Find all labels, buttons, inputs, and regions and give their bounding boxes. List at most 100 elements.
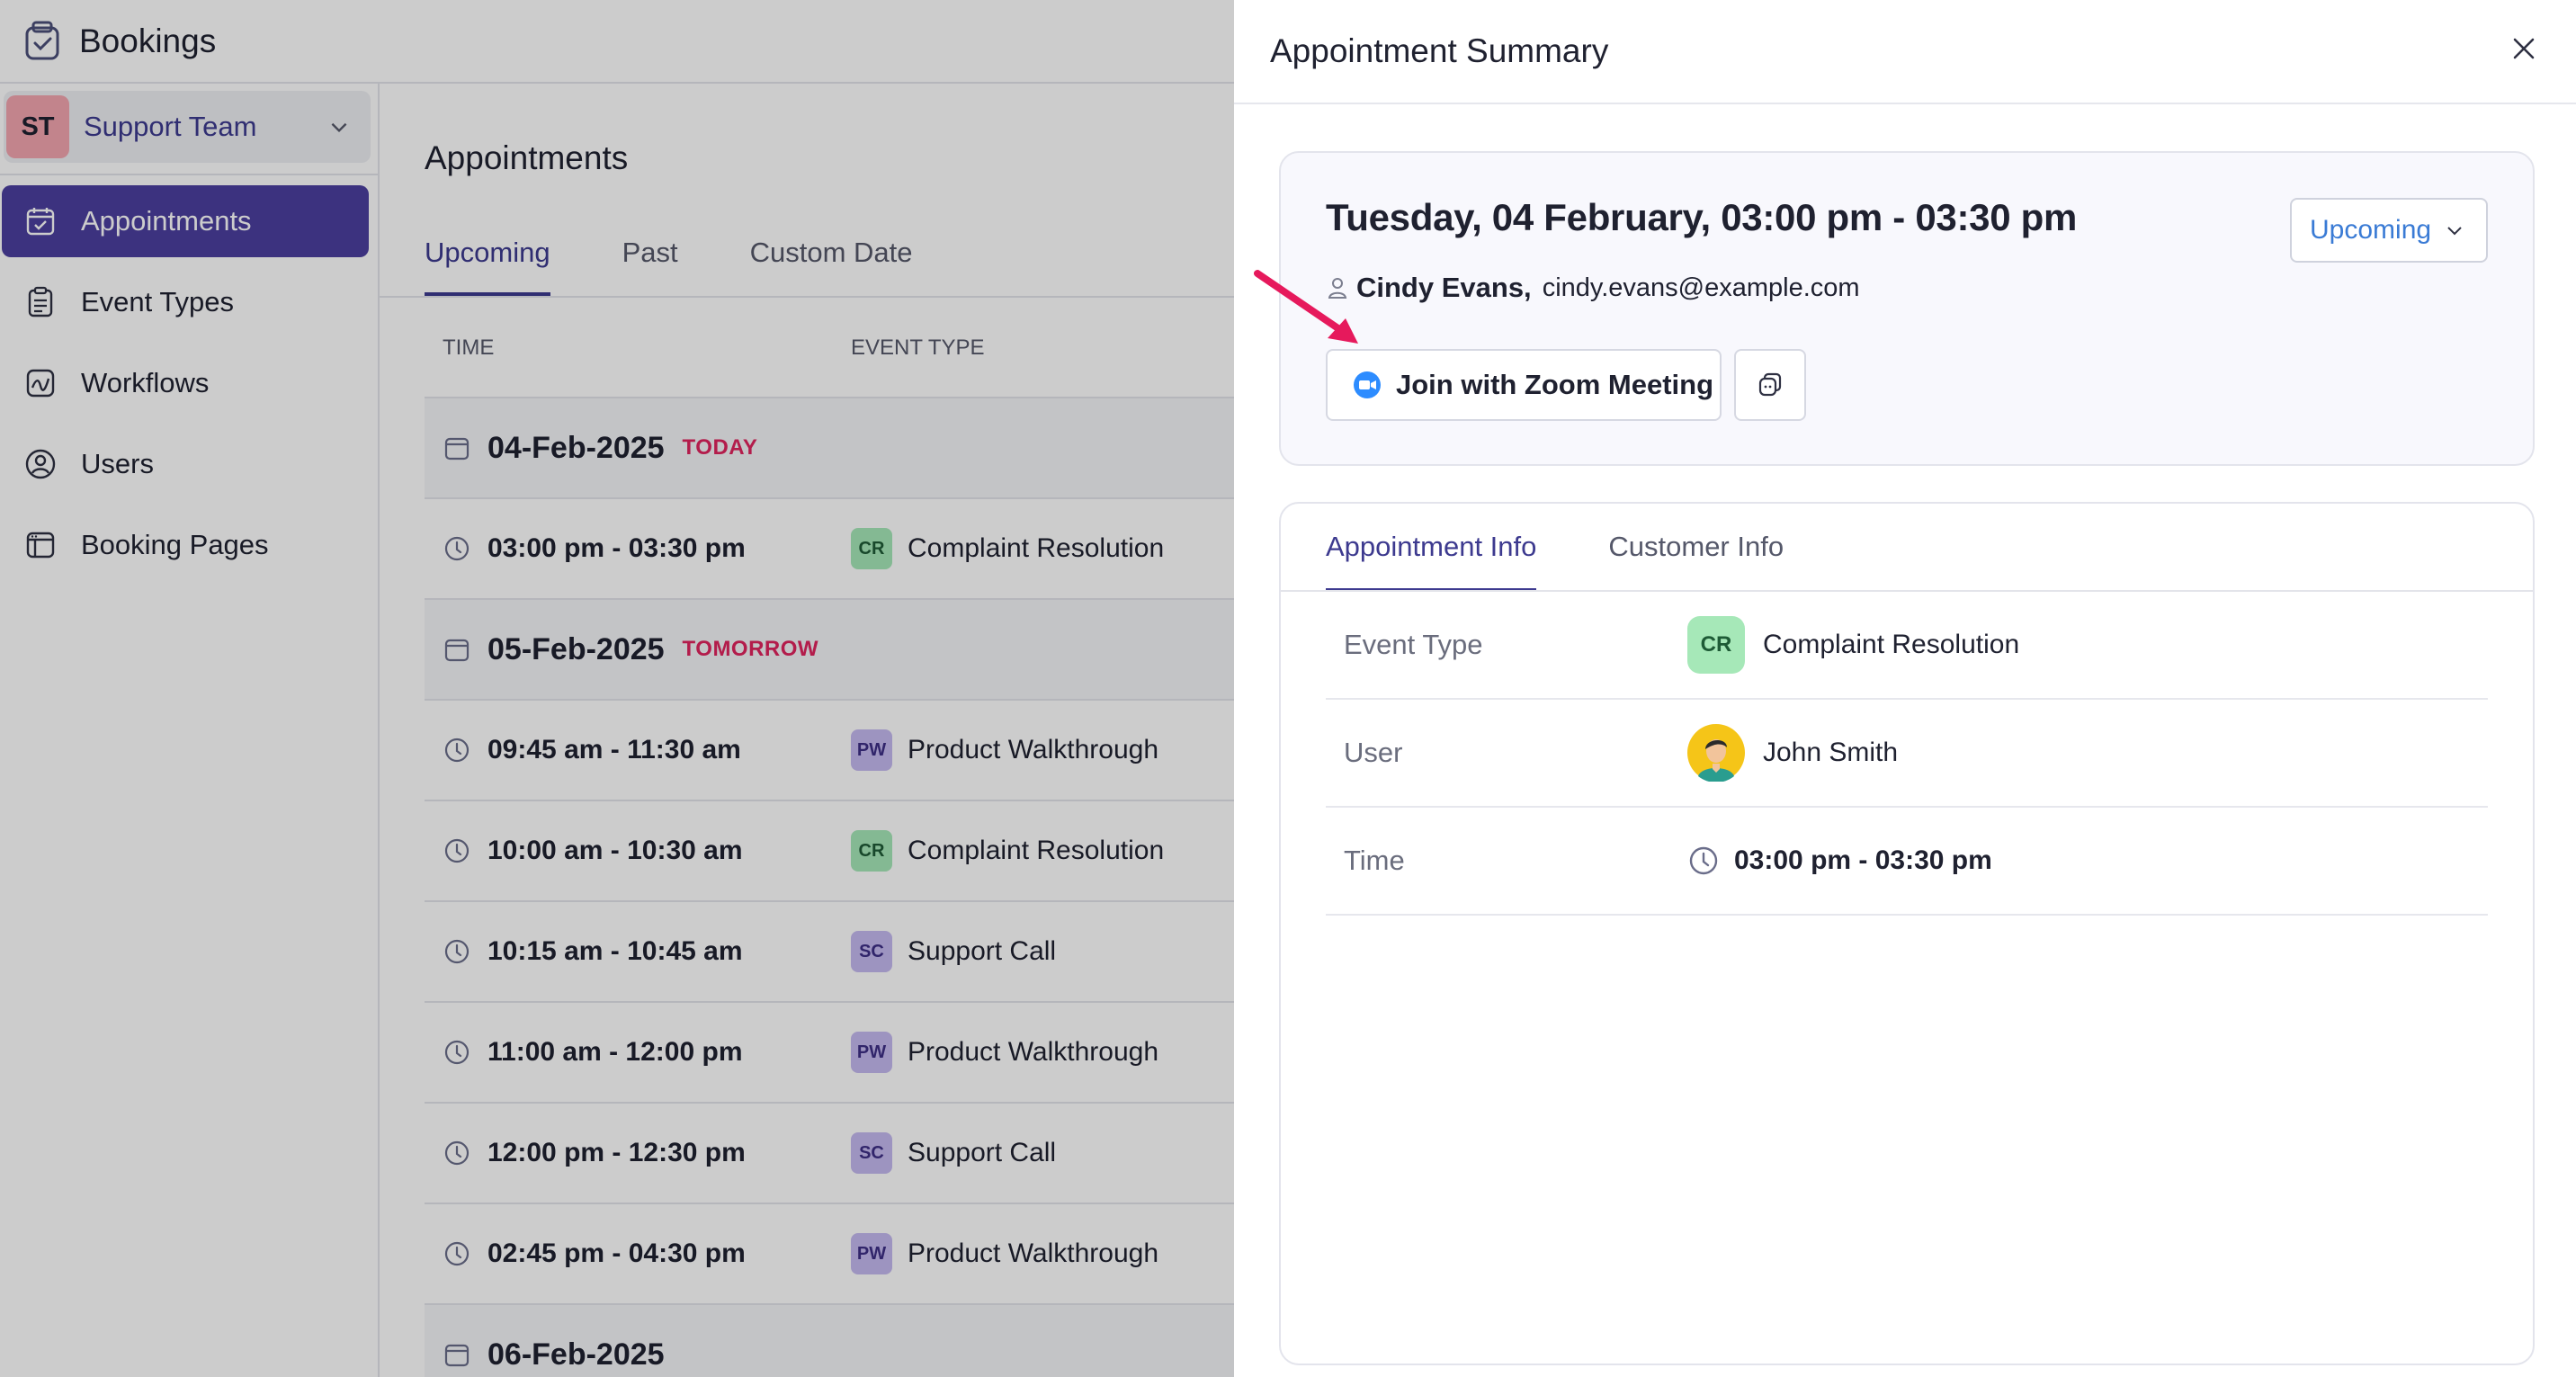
sidebar-item-label: Event Types <box>81 286 235 317</box>
sidebar-item-booking-pages[interactable]: Booking Pages <box>2 509 369 581</box>
sidebar-item-label: Users <box>81 448 154 479</box>
tab-upcoming[interactable]: Upcoming <box>425 237 550 296</box>
join-zoom-label: Join with Zoom Meeting <box>1396 369 1714 400</box>
chevron-down-icon <box>2447 227 2462 236</box>
detail-value: 03:00 pm - 03:30 pm <box>1687 845 1992 877</box>
details-list: Event Type CR Complaint Resolution User … <box>1326 592 2488 916</box>
appointment-time: 12:00 pm - 12:30 pm <box>487 1138 746 1167</box>
clock-icon <box>444 738 470 763</box>
copy-link-button[interactable] <box>1734 349 1806 421</box>
workflow-icon <box>26 369 55 398</box>
calendar-icon <box>444 437 470 460</box>
event-type-cell: SC Support Call <box>851 1132 1056 1174</box>
date-label: 05-Feb-2025 <box>487 631 665 666</box>
date-group-row: 05-Feb-2025 TOMORROW <box>425 598 1234 699</box>
appointment-time: 10:15 am - 10:45 am <box>487 936 743 966</box>
team-switcher[interactable]: ST Support Team <box>4 91 371 163</box>
event-type-name: Product Walkthrough <box>908 735 1159 765</box>
customer-line: Cindy Evans, cindy.evans@example.com <box>1326 272 1860 304</box>
status-dropdown[interactable]: Upcoming <box>2290 198 2488 263</box>
appointment-row[interactable]: 03:00 pm - 03:30 pm CR Complaint Resolutio… <box>425 497 1234 598</box>
tab-custom-date[interactable]: Custom Date <box>749 237 913 268</box>
date-group-row: 06-Feb-2025 <box>425 1303 1234 1377</box>
appointment-row[interactable]: 09:45 am - 11:30 am PW Product Walkthrough <box>425 699 1234 800</box>
event-type-cell: PW Product Walkthrough <box>851 729 1158 771</box>
column-header-time: TIME <box>443 335 495 360</box>
team-name: Support Team <box>84 111 257 142</box>
sidebar-item-label: Appointments <box>81 205 252 237</box>
appointment-row[interactable]: 10:00 am - 10:30 am CR Complaint Resolutio… <box>425 800 1234 900</box>
sidebar: ST Support Team Appointments Event Types… <box>0 84 380 1377</box>
event-type-cell: PW Product Walkthrough <box>851 1032 1158 1073</box>
clock-icon <box>444 939 470 964</box>
event-type-name: Complaint Resolution <box>1763 630 2020 659</box>
sidebar-item-workflows[interactable]: Workflows <box>2 347 369 419</box>
clock-icon <box>444 1040 470 1065</box>
tab-appointment-info[interactable]: Appointment Info <box>1326 531 1537 592</box>
event-type-badge: CR <box>851 830 892 872</box>
modal-backdrop[interactable] <box>0 0 1234 1377</box>
appointment-row[interactable]: 12:00 pm - 12:30 pm SC Support Call <box>425 1102 1234 1203</box>
pointer-arrow-icon <box>1254 270 1358 344</box>
event-type-cell: PW Product Walkthrough <box>851 1233 1158 1274</box>
event-type-name: Support Call <box>908 936 1057 966</box>
sidebar-nav: Appointments Event Types Workflows Users… <box>0 185 378 590</box>
event-type-badge: SC <box>851 931 892 972</box>
avatar <box>1687 724 1745 782</box>
detail-value: CR Complaint Resolution <box>1687 616 2019 674</box>
bookings-logo-icon <box>25 21 59 59</box>
detail-value: John Smith <box>1687 724 1898 782</box>
event-type-cell: CR Complaint Resolution <box>851 830 1164 872</box>
detail-row-user: User John Smith <box>1326 700 2488 808</box>
event-type-cell: CR Complaint Resolution <box>851 528 1164 569</box>
detail-label: Event Type <box>1344 629 1483 660</box>
detail-row-time: Time 03:00 pm - 03:30 pm <box>1326 808 2488 916</box>
clock-icon <box>444 1140 470 1166</box>
event-type-name: Product Walkthrough <box>908 1037 1159 1067</box>
event-type-badge: CR <box>851 528 892 569</box>
calendar-icon <box>444 1344 470 1367</box>
appointment-row[interactable]: 10:15 am - 10:45 am SC Support Call <box>425 900 1234 1001</box>
event-type-badge: CR <box>1687 616 1745 674</box>
detail-row-event-type: Event Type CR Complaint Resolution <box>1326 592 2488 700</box>
appointment-datetime: Tuesday, 04 February, 03:00 pm - 03:30 p… <box>1326 196 2078 238</box>
detail-label: User <box>1344 737 1403 768</box>
calendar-check-icon <box>26 208 55 236</box>
event-type-badge: PW <box>851 729 892 771</box>
clock-icon <box>444 536 470 561</box>
appointment-row[interactable]: 11:00 am - 12:00 pm PW Product Walkthrough <box>425 1001 1234 1102</box>
event-type-badge: PW <box>851 1032 892 1073</box>
appointment-card: Tuesday, 04 February, 03:00 pm - 03:30 p… <box>1279 151 2535 466</box>
clipboard-icon <box>28 286 53 317</box>
customer-email[interactable]: cindy.evans@example.com <box>1542 273 1860 302</box>
status-value: Upcoming <box>2310 215 2432 245</box>
date-label: 06-Feb-2025 <box>487 1337 665 1372</box>
appointment-row[interactable]: 02:45 pm - 04:30 pm PW Product Walkthrough <box>425 1203 1234 1303</box>
user-circle-icon <box>25 449 56 479</box>
appointment-time: 03:00 pm - 03:30 pm <box>487 533 746 563</box>
event-type-name: Complaint Resolution <box>908 836 1165 865</box>
tab-customer-info[interactable]: Customer Info <box>1608 531 1784 562</box>
clock-icon <box>444 1241 470 1266</box>
close-icon[interactable] <box>2509 34 2538 63</box>
event-type-badge: SC <box>851 1132 892 1174</box>
detail-label: Time <box>1344 845 1405 876</box>
event-type-badge: PW <box>851 1233 892 1274</box>
tab-past[interactable]: Past <box>622 237 678 268</box>
date-tag: TOMORROW <box>682 637 819 661</box>
appointment-details: Appointment Info Customer Info Event Typ… <box>1279 502 2535 1365</box>
app-topbar: Bookings <box>0 0 1234 84</box>
date-label: 04-Feb-2025 <box>487 430 665 465</box>
sidebar-item-event-types[interactable]: Event Types <box>2 266 369 338</box>
panel-title: Appointment Summary <box>1270 32 1609 69</box>
date-group-row: 04-Feb-2025 TODAY <box>425 397 1234 497</box>
copy-icon <box>1758 372 1782 397</box>
event-type-name: Complaint Resolution <box>908 533 1165 563</box>
clock-icon <box>444 838 470 863</box>
join-zoom-button[interactable]: Join with Zoom Meeting <box>1326 349 1722 421</box>
sidebar-item-appointments[interactable]: Appointments <box>2 185 369 257</box>
page-title: Appointments <box>425 139 629 176</box>
tabs-divider <box>380 296 1234 298</box>
browser-icon <box>26 532 55 559</box>
sidebar-item-users[interactable]: Users <box>2 428 369 500</box>
